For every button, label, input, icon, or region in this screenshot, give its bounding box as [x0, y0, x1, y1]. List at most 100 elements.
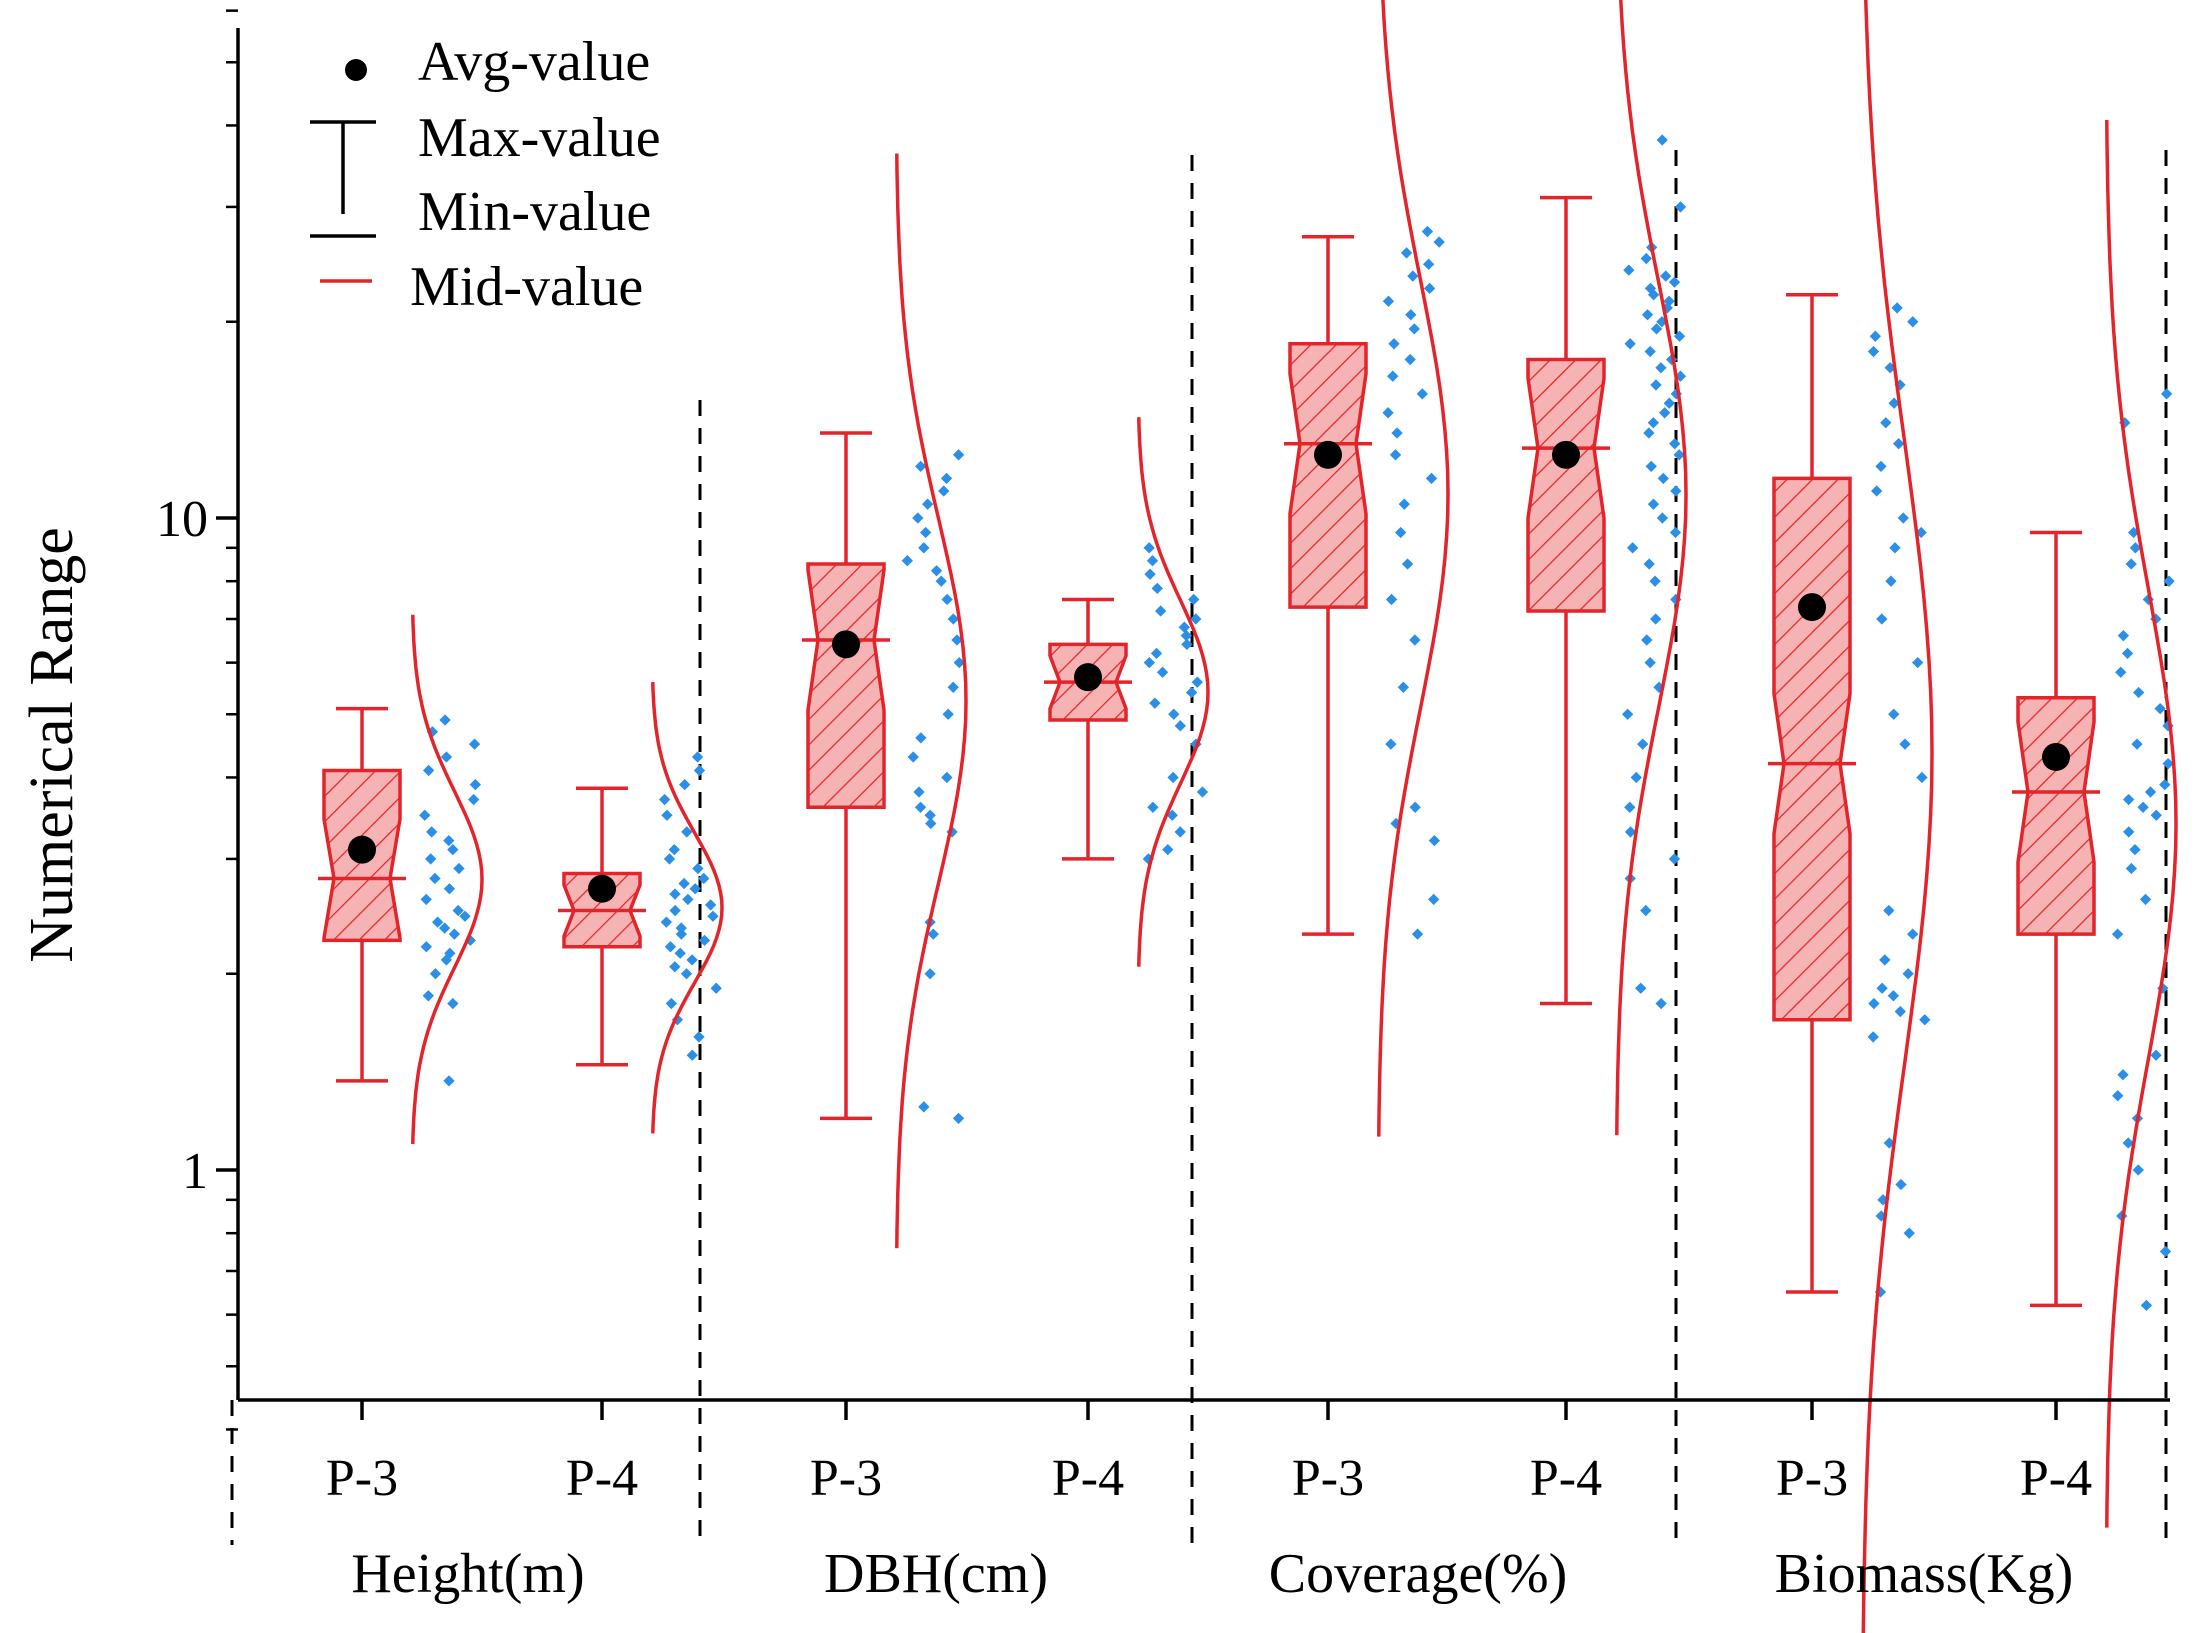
data-point — [1912, 656, 1924, 669]
box-p-4 — [1522, 0, 1688, 1136]
data-point — [1650, 613, 1662, 625]
data-point — [1405, 309, 1417, 321]
data-point — [1146, 555, 1159, 567]
data-point — [675, 922, 687, 934]
data-point — [2129, 843, 2141, 856]
data-point — [686, 954, 698, 966]
data-point — [1630, 771, 1642, 784]
legend: Avg-value Max-value Min-value Mid-value — [310, 31, 661, 318]
data-point — [1398, 498, 1410, 510]
legend-item: Max-value — [310, 107, 661, 214]
data-point — [1867, 1031, 1879, 1043]
group-coverage — [1284, 0, 1688, 1137]
box-p-3 — [1768, 0, 1934, 1633]
data-point — [1149, 697, 1161, 709]
data-point — [915, 732, 927, 744]
data-point — [1647, 417, 1660, 429]
data-point — [661, 809, 673, 821]
data-point — [947, 681, 959, 693]
data-point — [439, 714, 451, 726]
data-point — [467, 793, 480, 806]
data-point — [2160, 388, 2173, 400]
density-curve — [2105, 119, 2178, 1528]
group-label: DBH(cm) — [824, 1543, 1048, 1605]
group-label: Height(m) — [351, 1543, 584, 1605]
data-point — [1395, 526, 1407, 539]
data-point — [431, 916, 444, 928]
data-point — [469, 778, 482, 791]
data-point — [1643, 427, 1655, 439]
box-p-3 — [1284, 0, 1450, 1137]
data-point — [1885, 575, 1897, 587]
data-point — [1147, 801, 1159, 813]
group-height-m — [318, 614, 724, 1145]
data-point — [698, 872, 710, 885]
legend-item: Min-value — [310, 181, 651, 243]
data-point — [1876, 613, 1888, 625]
data-point — [1875, 460, 1887, 473]
data-point — [704, 899, 717, 911]
data-point — [1668, 853, 1681, 865]
data-point — [1656, 134, 1668, 146]
data-point — [675, 928, 688, 940]
data-point — [1895, 1178, 1907, 1191]
legend-dot-icon — [345, 59, 367, 81]
data-point — [914, 801, 927, 813]
density-curve — [1861, 0, 1934, 1633]
data-points — [658, 751, 722, 1061]
data-point — [1156, 666, 1169, 678]
data-point — [669, 904, 681, 917]
data-point — [669, 961, 681, 973]
data-point — [1150, 647, 1163, 660]
data-point — [1623, 264, 1635, 276]
data-point — [1879, 954, 1891, 966]
data-point — [2122, 1137, 2134, 1149]
data-point — [918, 542, 930, 554]
data-point — [1401, 558, 1414, 570]
data-point — [429, 968, 442, 980]
data-point — [1891, 302, 1903, 314]
x-tick-label: P-4 — [566, 1450, 638, 1507]
data-point — [1154, 605, 1167, 617]
density-curve — [1615, 0, 1688, 1136]
data-point — [2122, 793, 2135, 806]
data-point — [1640, 252, 1652, 265]
data-point — [951, 634, 963, 646]
density-curve — [411, 614, 484, 1145]
data-point — [680, 968, 693, 980]
data-point — [710, 982, 722, 994]
data-point — [1408, 323, 1420, 335]
data-point — [692, 862, 704, 875]
data-point — [1673, 449, 1685, 461]
data-point — [1404, 353, 1416, 366]
data-point — [674, 947, 686, 959]
data-point — [459, 910, 471, 922]
legend-item: Mid-value — [320, 256, 643, 318]
data-point — [1389, 449, 1402, 461]
data-point — [942, 708, 954, 720]
mean-dot — [1552, 440, 1580, 469]
data-point — [1883, 904, 1895, 917]
data-point — [686, 1049, 698, 1061]
data-point — [2125, 862, 2138, 875]
data-point — [1673, 330, 1686, 342]
data-point — [2154, 703, 2166, 715]
data-point — [1388, 338, 1400, 350]
density-curve — [651, 682, 724, 1134]
x-tick-label: P-3 — [1776, 1450, 1848, 1507]
data-point — [1888, 708, 1900, 720]
legend-label: Mid-value — [410, 256, 643, 318]
data-point — [1663, 295, 1675, 307]
x-tick-label: P-3 — [810, 1450, 882, 1507]
data-point — [1387, 370, 1399, 382]
box-body — [806, 562, 886, 810]
data-point — [1887, 990, 1900, 1002]
y-axis-label: Numerical Range — [18, 527, 86, 963]
data-point — [443, 834, 455, 847]
mean-dot — [2042, 742, 2070, 771]
data-point — [1181, 638, 1193, 651]
data-point — [915, 460, 927, 473]
data-point — [1663, 397, 1675, 409]
